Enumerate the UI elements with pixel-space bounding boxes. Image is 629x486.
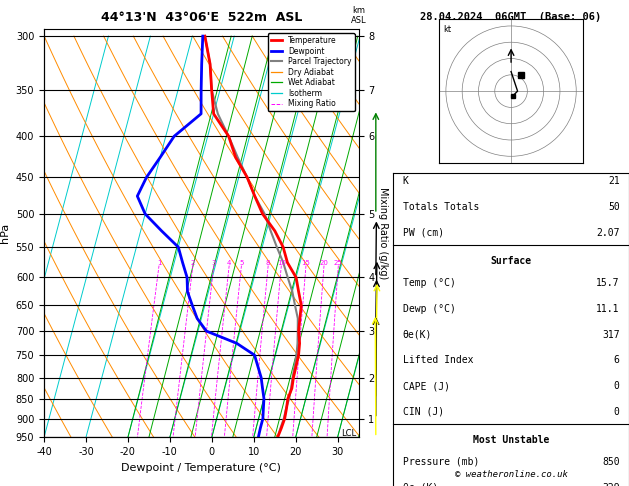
- Text: LCL: LCL: [342, 429, 357, 438]
- Y-axis label: hPa: hPa: [0, 223, 10, 243]
- Text: 20: 20: [320, 260, 328, 266]
- Text: Surface: Surface: [491, 256, 532, 266]
- Title: 44°13'N  43°06'E  522m  ASL: 44°13'N 43°06'E 522m ASL: [101, 11, 302, 24]
- Text: kt: kt: [443, 25, 452, 34]
- X-axis label: Dewpoint / Temperature (°C): Dewpoint / Temperature (°C): [121, 463, 281, 473]
- Text: 3: 3: [211, 260, 216, 266]
- Text: 1: 1: [157, 260, 161, 266]
- Text: 25: 25: [334, 260, 343, 266]
- Text: 15.7: 15.7: [596, 278, 620, 288]
- Text: Lifted Index: Lifted Index: [403, 355, 473, 365]
- Text: 2.07: 2.07: [596, 228, 620, 238]
- Text: 4: 4: [227, 260, 231, 266]
- Text: 8: 8: [266, 260, 270, 266]
- Text: 6: 6: [614, 355, 620, 365]
- Text: CAPE (J): CAPE (J): [403, 381, 450, 391]
- Text: © weatheronline.co.uk: © weatheronline.co.uk: [455, 469, 567, 479]
- Text: 0: 0: [614, 381, 620, 391]
- Text: Most Unstable: Most Unstable: [473, 435, 549, 445]
- Text: 2: 2: [191, 260, 195, 266]
- Text: Dewp (°C): Dewp (°C): [403, 304, 455, 314]
- Text: km
ASL: km ASL: [351, 6, 366, 25]
- Text: Totals Totals: Totals Totals: [403, 202, 479, 212]
- Text: 28.04.2024  06GMT  (Base: 06): 28.04.2024 06GMT (Base: 06): [420, 12, 602, 22]
- Legend: Temperature, Dewpoint, Parcel Trajectory, Dry Adiabat, Wet Adiabat, Isotherm, Mi: Temperature, Dewpoint, Parcel Trajectory…: [267, 33, 355, 111]
- Text: 15: 15: [301, 260, 310, 266]
- Text: 317: 317: [602, 330, 620, 340]
- Text: 11.1: 11.1: [596, 304, 620, 314]
- Text: 21: 21: [608, 176, 620, 187]
- Text: 10: 10: [277, 260, 286, 266]
- Text: Pressure (mb): Pressure (mb): [403, 457, 479, 467]
- Text: 850: 850: [602, 457, 620, 467]
- Text: 50: 50: [608, 202, 620, 212]
- Text: CIN (J): CIN (J): [403, 407, 443, 417]
- Text: θe(K): θe(K): [403, 330, 432, 340]
- Text: 5: 5: [239, 260, 243, 266]
- Text: Temp (°C): Temp (°C): [403, 278, 455, 288]
- Y-axis label: Mixing Ratio (g/kg): Mixing Ratio (g/kg): [379, 187, 388, 279]
- Text: PW (cm): PW (cm): [403, 228, 443, 238]
- Text: K: K: [403, 176, 408, 187]
- Text: 329: 329: [602, 483, 620, 486]
- Text: θe (K): θe (K): [403, 483, 438, 486]
- Text: 0: 0: [614, 407, 620, 417]
